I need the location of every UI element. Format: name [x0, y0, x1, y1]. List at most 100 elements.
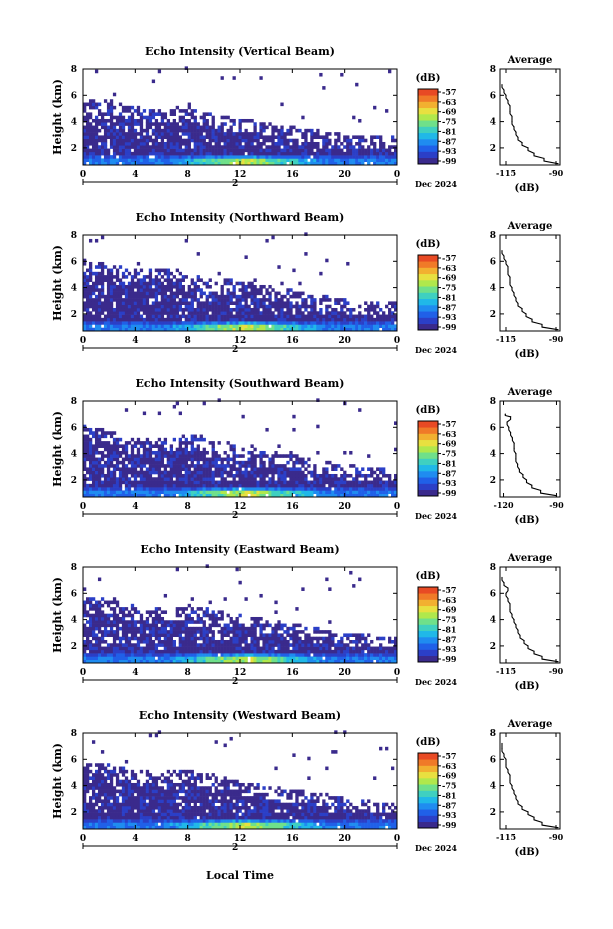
heatmap-cell [232, 639, 236, 644]
heatmap-cell [85, 284, 90, 289]
heatmap-cell [175, 294, 179, 299]
heatmap-cell [307, 483, 311, 488]
heatmap-cell [172, 460, 177, 465]
heatmap-cell [145, 623, 150, 628]
heatmap-cell [124, 327, 129, 332]
heatmap-cell [205, 161, 209, 166]
heatmap-cell [232, 643, 236, 647]
heatmap-cell [160, 288, 165, 292]
heatmap-cell [118, 659, 123, 664]
heatmap-cell [88, 138, 93, 143]
heatmap-cell [334, 301, 338, 305]
heatmap-cell [334, 141, 338, 146]
heatmap-cell [391, 135, 395, 139]
heatmap-cell [130, 490, 135, 495]
heatmap-cell [169, 284, 174, 289]
heatmap-cell [214, 454, 218, 458]
heatmap-cell [166, 138, 171, 143]
heatmap-cell [334, 307, 338, 312]
heatmap-cell [196, 307, 200, 312]
heatmap-cell [322, 317, 326, 322]
heatmap-cell [142, 298, 147, 302]
heatmap-cell [94, 271, 99, 276]
heatmap-cell [292, 161, 296, 166]
heatmap-cell [133, 294, 138, 299]
average-profile-point [517, 136, 519, 138]
heatmap-cell [109, 470, 114, 475]
heatmap-cell [193, 141, 197, 146]
heatmap-cell [376, 314, 380, 319]
heatmap-cell [148, 311, 153, 315]
heatmap-cell [83, 304, 87, 309]
heatmap-cell [226, 155, 230, 159]
heatmap-cell [352, 490, 356, 495]
heatmap-cell [319, 151, 323, 156]
heatmap-cell [163, 151, 168, 156]
heatmap-cell [136, 457, 141, 462]
heatmap-cell [145, 636, 150, 641]
heatmap-cell [343, 324, 347, 329]
heatmap-cell [286, 311, 290, 315]
heatmap-cell [148, 291, 153, 296]
heatmap-cell [160, 324, 165, 329]
heatmap-cell [100, 284, 105, 289]
heatmap-cell [148, 639, 153, 644]
heatmap-cell [115, 613, 120, 618]
heatmap-cell [334, 151, 338, 156]
heatmap-cell [361, 145, 365, 149]
heatmap-cell [376, 301, 380, 305]
heatmap-cell [301, 464, 305, 468]
heatmap-cell [97, 441, 102, 445]
chart-title: Echo Intensity (Northward Beam) [136, 211, 345, 224]
heatmap-cell [244, 493, 248, 498]
heatmap-cell [220, 145, 224, 149]
average-profile-point [517, 302, 519, 304]
heatmap-cell [109, 607, 114, 611]
heatmap-cell [91, 477, 96, 481]
heatmap-cell [256, 454, 260, 458]
heatmap-cell [130, 298, 135, 302]
average-profile-point [513, 292, 515, 294]
heatmap-cell [190, 659, 194, 664]
heatmap-cell [148, 327, 153, 332]
heatmap-cell [148, 288, 153, 292]
heatmap-cell [172, 643, 177, 647]
heatmap-cell [379, 467, 383, 471]
heatmap-cell [232, 155, 236, 159]
heatmap-cell [331, 464, 335, 468]
heatmap-cell [325, 298, 329, 302]
heatmap-cell [340, 327, 344, 332]
heatmap-cell [118, 643, 123, 647]
heatmap-cell [193, 284, 197, 289]
heatmap-cell [127, 151, 132, 156]
heatmap-cell [136, 473, 141, 478]
heatmap-cell [262, 135, 266, 139]
heatmap-cell [157, 473, 162, 478]
heatmap-cell [91, 633, 96, 637]
heatmap-cell [262, 304, 266, 309]
x-tick-label: 4 [132, 502, 138, 512]
heatmap-cell [187, 487, 191, 491]
heatmap-cell [97, 613, 102, 618]
heatmap-cell [91, 457, 96, 462]
heatmap-cell [97, 327, 102, 332]
heatmap-cell [100, 480, 105, 485]
heatmap-cell [94, 460, 99, 465]
heatmap-cell [346, 493, 350, 498]
heatmap-cell [202, 128, 206, 133]
heatmap-cell [322, 470, 326, 475]
heatmap-cell [115, 122, 120, 126]
heatmap-cell [376, 487, 380, 491]
heatmap-cell [83, 281, 87, 286]
heatmap-cell [103, 138, 108, 143]
panel-2: Echo Intensity (Southward Beam)0 4 8 12 16 20… [51, 377, 564, 526]
heatmap-cell [244, 327, 248, 332]
heatmap-cell [83, 603, 87, 608]
heatmap-cell [109, 145, 114, 149]
heatmap-cell [130, 659, 135, 664]
heatmap-cell [151, 115, 156, 120]
heatmap-cell [190, 125, 194, 130]
heatmap-cell [244, 158, 248, 163]
heatmap-cell [187, 301, 191, 305]
heatmap-cell [202, 307, 206, 312]
